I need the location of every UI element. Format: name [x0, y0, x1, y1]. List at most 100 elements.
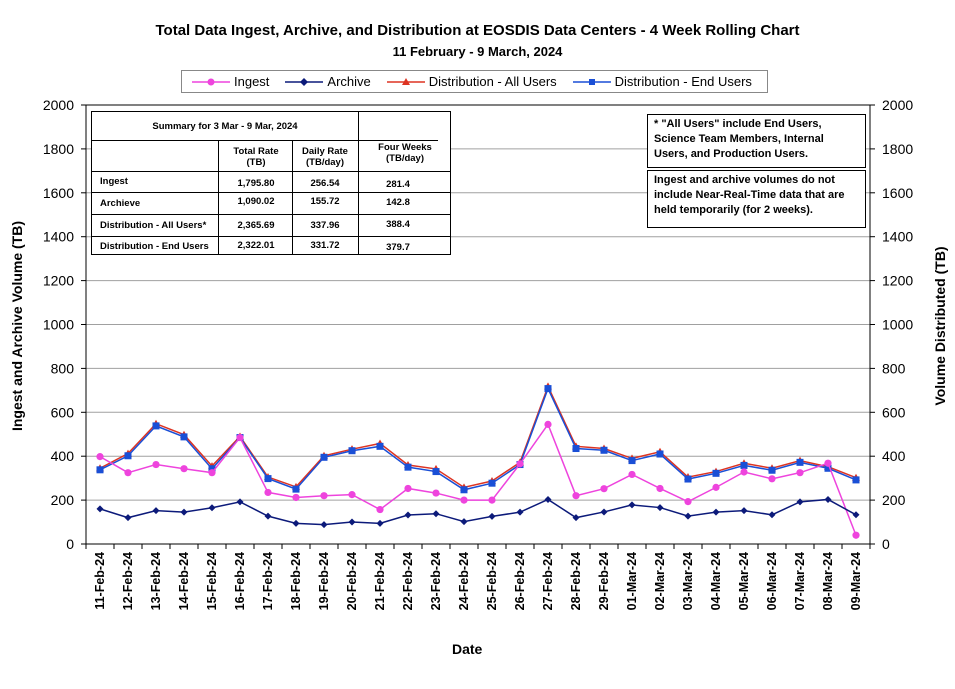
data-point: [572, 492, 580, 500]
data-point: [124, 514, 132, 522]
legend-label-ingest: Ingest: [234, 74, 270, 89]
data-point: [656, 484, 664, 493]
data-point: [292, 485, 300, 493]
legend-item-distribution-all: Distribution - All Users: [385, 74, 557, 89]
x-tick-label: 23-Feb-24: [429, 552, 443, 610]
data-point: [852, 511, 860, 519]
data-point: [852, 476, 860, 484]
data-point: [824, 459, 832, 467]
x-tick-label: 12-Feb-24: [121, 552, 135, 610]
data-point: [796, 498, 804, 506]
data-point: [712, 483, 720, 491]
data-point: [432, 468, 440, 476]
data-point: [488, 512, 496, 520]
series-line-distribution-end-users: [99, 386, 857, 491]
y-tick-label: 600: [51, 404, 75, 420]
y-tick-label: 800: [51, 360, 75, 376]
x-tick-label: 26-Feb-24: [513, 552, 527, 610]
data-point: [96, 505, 104, 513]
y-tick-label: 1800: [43, 141, 74, 157]
data-point: [460, 518, 468, 526]
summary-col-four: Four Weeks (TB/day): [378, 142, 432, 164]
data-point: [656, 504, 664, 512]
note-near-real-time: Ingest and archive volumes do not includ…: [647, 170, 866, 228]
y2-tick-label: 600: [882, 404, 906, 420]
data-point: [544, 420, 552, 428]
x-tick-label: 13-Feb-24: [149, 552, 163, 610]
data-point: [684, 512, 692, 520]
data-point: [824, 495, 832, 503]
y-tick-label: 200: [51, 492, 75, 508]
data-point: [768, 511, 776, 519]
summary-cell: 331.72: [310, 240, 340, 251]
data-point: [824, 464, 832, 472]
data-point: [684, 498, 692, 506]
x-tick-label: 08-Mar-24: [821, 552, 835, 610]
data-point: [236, 498, 244, 506]
y-tick-label: 2000: [43, 97, 74, 113]
data-point: [600, 446, 608, 454]
summary-cell: 256.54: [310, 178, 340, 189]
legend-item-archive: Archive: [283, 74, 371, 89]
x-tick-label: 14-Feb-24: [177, 552, 191, 610]
y2-axis-title: Volume Distributed (TB): [932, 246, 948, 406]
summary-cell: 388.4: [386, 219, 410, 230]
data-point: [740, 468, 748, 476]
data-point: [432, 489, 440, 497]
x-tick-label: 16-Feb-24: [233, 552, 247, 610]
data-point: [768, 475, 776, 483]
data-point: [208, 465, 216, 473]
data-point: [152, 422, 160, 430]
data-point: [460, 496, 468, 504]
data-point: [656, 450, 664, 458]
summary-cell: 281.4: [386, 179, 410, 190]
y2-tick-label: 1600: [882, 185, 913, 201]
data-point: [516, 460, 524, 468]
y2-tick-label: 0: [882, 536, 890, 552]
y-tick-label: 1600: [43, 185, 74, 201]
data-point: [600, 508, 608, 516]
data-point: [852, 531, 860, 539]
legend-marker-archive: [285, 77, 324, 86]
legend-label-distribution-all: Distribution - All Users: [428, 74, 557, 89]
summary-cell: 1,090.02: [237, 196, 275, 207]
data-point: [124, 469, 132, 477]
summary-cell: 337.96: [310, 220, 340, 231]
data-point: [180, 433, 188, 441]
data-point: [572, 445, 580, 453]
summary-cell: 155.72: [310, 196, 340, 207]
y2-tick-label: 400: [882, 448, 906, 464]
x-tick-label: 02-Mar-24: [653, 552, 667, 610]
y2-tick-label: 1200: [882, 273, 913, 289]
data-point: [488, 479, 496, 487]
data-point: [544, 385, 552, 393]
data-point: [488, 496, 496, 504]
chart-subtitle: 11 February - 9 March, 2024: [392, 44, 563, 59]
x-tick-label: 24-Feb-24: [457, 552, 471, 610]
data-point: [180, 465, 188, 473]
y2-tick-label: 1400: [882, 229, 913, 245]
summary-col-total: Total Rate (TB): [233, 146, 279, 168]
data-point: [404, 484, 412, 493]
data-point: [348, 447, 356, 455]
legend-item-distribution-end: Distribution - End Users: [571, 74, 752, 89]
y2-tick-label: 1000: [882, 317, 913, 333]
y-tick-label: 400: [51, 448, 75, 464]
legend: Ingest Archive Distribution - All Users …: [181, 70, 768, 93]
x-tick-label: 06-Mar-24: [765, 552, 779, 610]
data-point: [628, 457, 636, 465]
x-tick-label: 27-Feb-24: [541, 552, 555, 610]
data-point: [152, 507, 160, 515]
data-point: [292, 519, 300, 527]
x-tick-label: 07-Mar-24: [793, 552, 807, 610]
y2-tick-label: 200: [882, 492, 906, 508]
data-point: [628, 470, 636, 479]
y-tick-label: 1000: [43, 317, 74, 333]
data-point: [376, 519, 384, 527]
summary-row-label: Distribution - End Users: [100, 241, 209, 252]
data-point: [684, 475, 692, 483]
data-point: [264, 475, 272, 483]
data-point: [320, 492, 328, 500]
x-tick-label: 28-Feb-24: [569, 552, 583, 610]
